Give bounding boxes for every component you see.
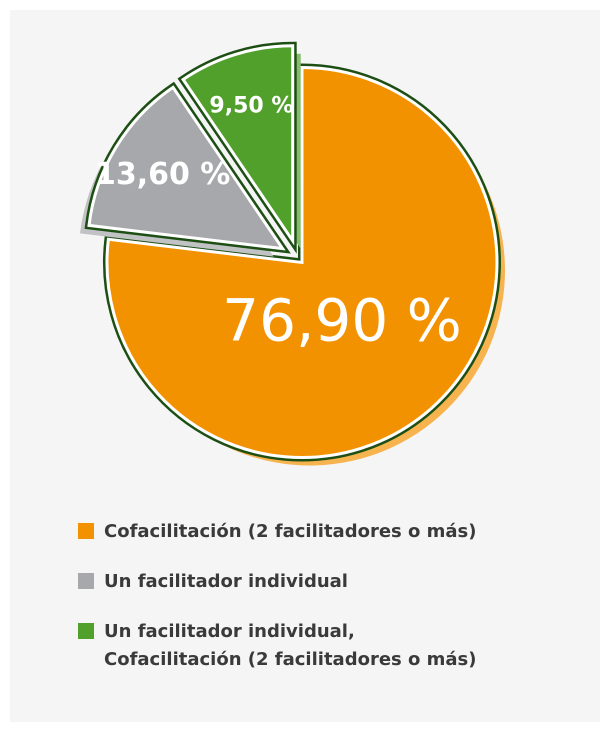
legend-swatch: [78, 573, 94, 589]
legend: Cofacilitación (2 facilitadores o más) Un…: [78, 518, 477, 696]
slice: [87, 85, 286, 251]
legend-label: Cofacilitación (2 facilitadores o más): [104, 521, 477, 542]
value-label: 9,50 %: [209, 94, 293, 119]
legend-item: Un facilitador individual, Cofacilitació…: [78, 618, 477, 674]
legend-label: Un facilitador individual: [104, 571, 348, 592]
value-label: 76,90 %: [222, 287, 462, 355]
legend-swatch: [78, 523, 94, 539]
legend-label: Un facilitador individual, Cofacilitació…: [104, 621, 477, 670]
legend-item: Cofacilitación (2 facilitadores o más): [78, 518, 477, 546]
value-label: 13,60 %: [95, 157, 230, 192]
legend-swatch: [78, 623, 94, 639]
chart: 76,90 % 13,60 % 9,50 %: [80, 41, 505, 466]
slice: [181, 44, 295, 246]
slice: [105, 65, 499, 459]
legend-item: Un facilitador individual: [78, 568, 477, 596]
